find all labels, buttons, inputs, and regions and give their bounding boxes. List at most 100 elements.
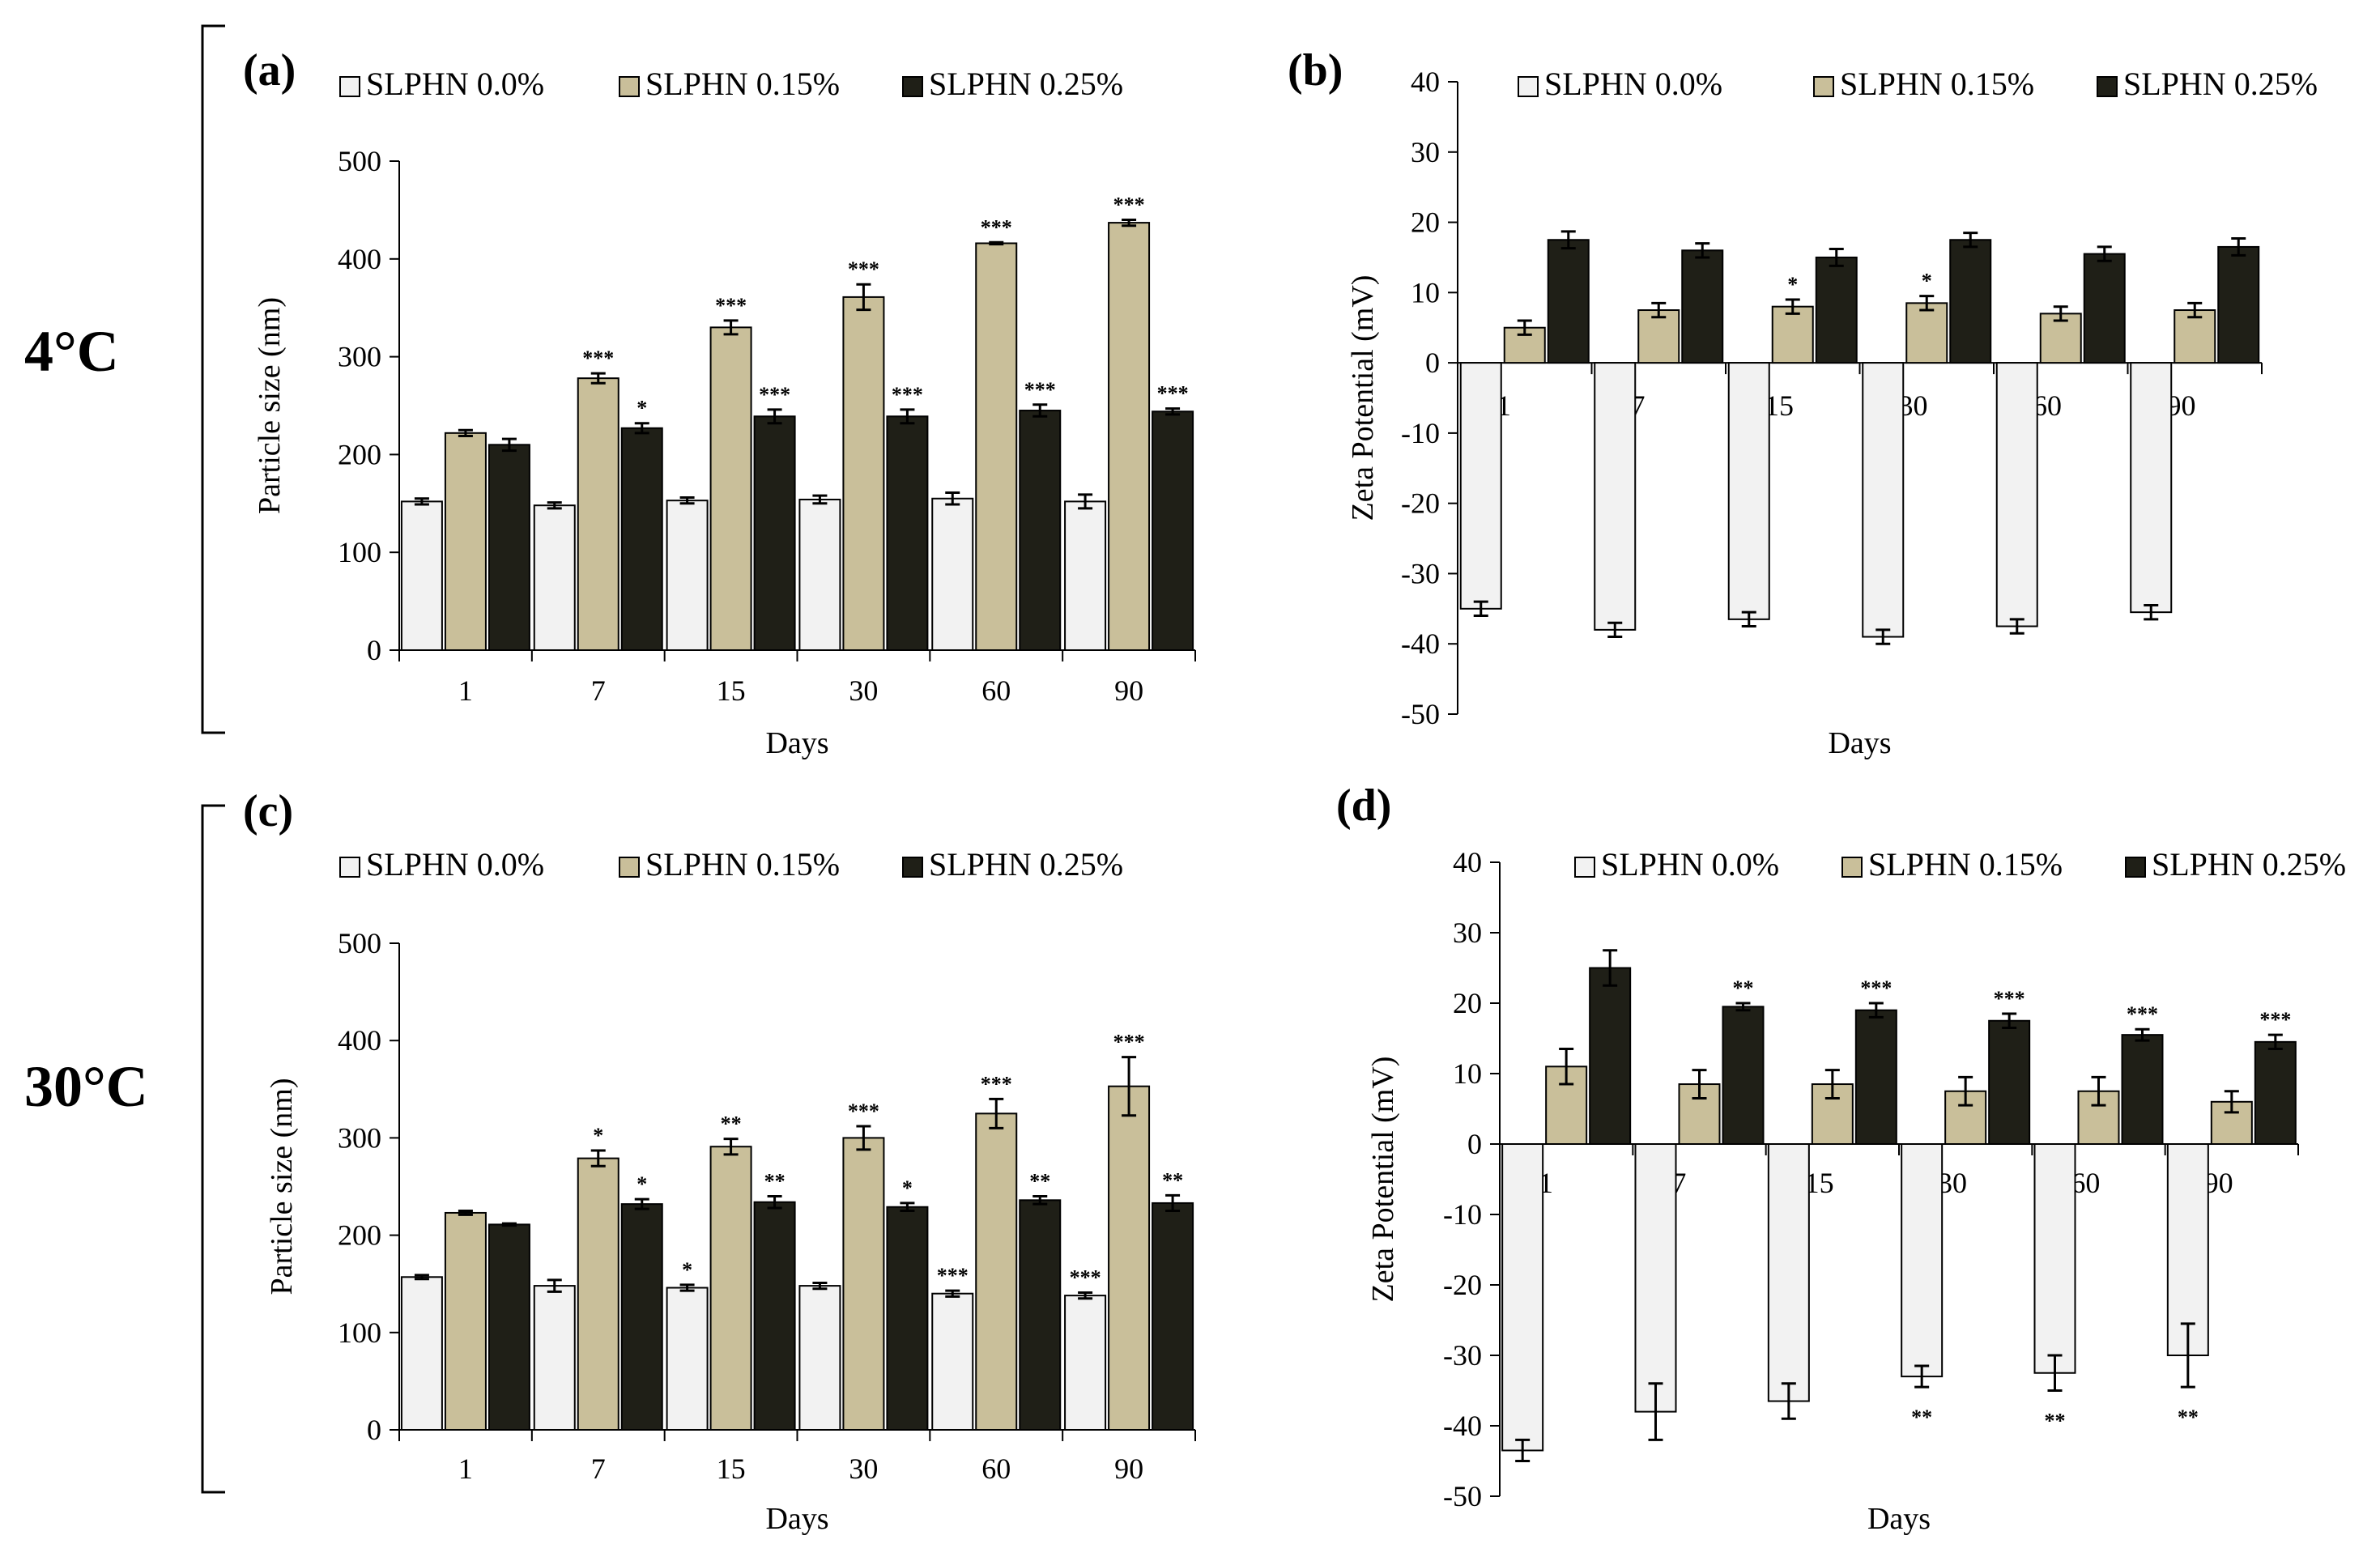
significance-mark: * — [682, 1258, 692, 1282]
bar — [753, 1201, 796, 1431]
y-tick-label: 500 — [338, 145, 381, 177]
bar — [886, 1206, 929, 1431]
bar — [2083, 253, 2126, 364]
y-tick-label: 20 — [1411, 206, 1440, 239]
significance-mark: *** — [1113, 1031, 1145, 1054]
bar — [2130, 362, 2173, 614]
legend-swatch — [619, 857, 640, 878]
bar — [842, 1137, 885, 1431]
bar — [620, 1203, 663, 1431]
bar — [1108, 1085, 1151, 1431]
y-tick-label: 200 — [338, 1219, 381, 1252]
legend-label: SLPHN 0.15% — [645, 846, 840, 883]
significance-mark: *** — [937, 1264, 969, 1287]
bar — [1547, 239, 1590, 364]
bar — [975, 242, 1018, 651]
y-tick-label: 300 — [338, 341, 381, 373]
legend-swatch — [1813, 76, 1834, 97]
legend-swatch — [902, 76, 923, 97]
x-axis-title: Days — [765, 726, 828, 760]
x-tick-label: 15 — [717, 1453, 746, 1485]
significance-mark: *** — [715, 294, 747, 317]
y-tick-label: 100 — [338, 1316, 381, 1349]
bar — [620, 427, 663, 651]
significance-mark: ** — [1911, 1406, 1932, 1429]
significance-mark: *** — [1994, 987, 2025, 1010]
bar — [1108, 222, 1151, 651]
bar — [1901, 1143, 1944, 1378]
y-tick-label: 300 — [338, 1121, 381, 1154]
legend-label: SLPHN 0.15% — [645, 66, 840, 102]
bar — [1589, 967, 1632, 1145]
significance-mark: *** — [1024, 378, 1056, 402]
x-tick-label: 30 — [849, 1453, 878, 1485]
y-tick-label: 30 — [1453, 917, 1482, 949]
bar — [2121, 1034, 2164, 1146]
significance-mark: ** — [2178, 1406, 2199, 1429]
legend-swatch — [339, 857, 360, 878]
legend-swatch — [619, 76, 640, 97]
significance-mark: *** — [2127, 1002, 2158, 1026]
y-tick-label: 40 — [1411, 66, 1440, 98]
y-tick-label: -50 — [1443, 1480, 1482, 1512]
bar — [2166, 1143, 2209, 1356]
significance-mark: ** — [2045, 1410, 2066, 1433]
panel-letter: (a) — [243, 45, 296, 96]
bar — [842, 296, 885, 651]
legend-swatch — [1574, 857, 1595, 878]
bar — [709, 326, 752, 651]
panel-d: (d) SLPHN 0.0% SLPHN 0.15% SLPHN 0.25% -50 -4… — [1336, 780, 2346, 1536]
significance-mark: * — [637, 397, 647, 420]
x-tick-label: 60 — [981, 674, 1011, 707]
legend-label: SLPHN 0.15% — [1840, 66, 2034, 102]
bar — [886, 415, 929, 652]
bar — [1771, 305, 1814, 364]
x-tick-label: 1 — [458, 674, 473, 707]
y-axis-title: Zeta Potential (mV) — [1366, 1057, 1400, 1303]
y-tick-label: 400 — [338, 243, 381, 275]
bar — [1064, 500, 1107, 651]
y-tick-label: -50 — [1401, 698, 1440, 730]
bar — [533, 1285, 576, 1431]
y-axis-title: Particle size (nm) — [253, 297, 287, 514]
x-tick-label: 30 — [849, 674, 878, 707]
y-tick-label: -30 — [1401, 557, 1440, 589]
y-tick-label: 40 — [1453, 846, 1482, 878]
y-tick-label: 500 — [338, 927, 381, 959]
legend-swatch — [902, 857, 923, 878]
x-tick-label: 15 — [717, 674, 746, 707]
significance-mark: *** — [981, 215, 1012, 239]
bar — [798, 498, 841, 652]
bar — [2033, 1143, 2076, 1374]
significance-mark: ** — [1733, 976, 1754, 1000]
x-tick-label: 60 — [981, 1453, 1011, 1485]
bar — [487, 444, 530, 651]
significance-mark: ** — [764, 1170, 786, 1193]
x-tick-label: 90 — [1114, 674, 1143, 707]
y-axis-title: Zeta Potential (mV) — [1346, 275, 1380, 521]
bar — [1727, 362, 1770, 620]
legend-label: SLPHN 0.25% — [2123, 66, 2318, 102]
significance-mark: *** — [1070, 1266, 1101, 1290]
significance-mark: *** — [759, 383, 790, 406]
y-tick-label: 100 — [338, 536, 381, 568]
significance-mark: * — [1922, 270, 1932, 293]
significance-mark: ** — [1029, 1170, 1050, 1193]
y-tick-label: -30 — [1443, 1339, 1482, 1372]
bar — [1681, 249, 1724, 364]
bar — [533, 504, 576, 651]
bar — [2217, 245, 2260, 364]
bar — [931, 1292, 974, 1431]
legend-swatch — [2125, 857, 2146, 878]
bar — [1152, 1202, 1194, 1431]
significance-mark: * — [637, 1172, 647, 1196]
y-tick-label: 10 — [1411, 276, 1440, 308]
x-tick-label: 90 — [1114, 1453, 1143, 1485]
panel-c: (c) SLPHN 0.0% SLPHN 0.15% SLPHN 0.25% 0 100 2… — [243, 786, 1196, 1536]
bar — [1995, 362, 2038, 627]
bar — [1019, 410, 1062, 651]
bar — [1459, 362, 1502, 610]
bar — [444, 1211, 487, 1431]
bar — [798, 1285, 841, 1431]
y-tick-label: 0 — [1425, 347, 1440, 379]
